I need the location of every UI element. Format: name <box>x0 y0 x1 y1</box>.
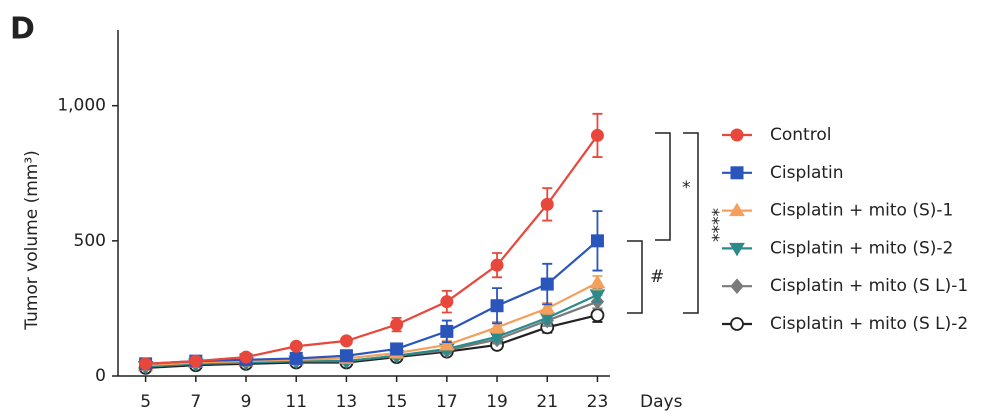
significance: # <box>650 267 664 287</box>
x-tick-label: 13 <box>336 392 358 412</box>
legend-marker <box>730 317 744 331</box>
x-tick-label: 9 <box>241 392 252 412</box>
y-tick-label: 1,000 <box>57 96 106 116</box>
legend-label: Cisplatin + mito (S)-2 <box>770 238 953 258</box>
significance: * <box>682 178 691 198</box>
y-tick-label: 500 <box>74 231 106 251</box>
legend-marker <box>729 242 745 257</box>
legend-marker <box>729 202 745 217</box>
data-point <box>540 277 554 291</box>
data-point <box>590 308 605 323</box>
data-point <box>490 299 504 313</box>
x-tick-label: 23 <box>587 392 609 412</box>
y-axis-label: Tumor volume (mm³) <box>22 150 42 331</box>
x-tick-label: 15 <box>386 392 408 412</box>
data-point <box>440 324 454 338</box>
bracket <box>627 240 643 314</box>
series-line <box>145 293 598 368</box>
series-line <box>145 134 599 365</box>
data-point <box>139 357 153 371</box>
data-point <box>490 258 504 272</box>
x-tick-label: 11 <box>285 392 307 412</box>
data-point <box>590 128 604 142</box>
x-tick-label: 19 <box>486 392 508 412</box>
series-line <box>145 240 599 365</box>
data-point <box>289 351 303 365</box>
panel-label: D <box>10 12 35 47</box>
data-point <box>539 300 556 314</box>
legend-marker <box>730 278 744 294</box>
data-point <box>440 295 454 309</box>
legend-label: Control <box>770 125 831 145</box>
data-point <box>239 350 253 364</box>
data-point <box>339 349 353 363</box>
data-point <box>339 334 353 348</box>
bracket <box>683 132 699 314</box>
legend-marker <box>730 128 744 142</box>
bracket <box>655 132 671 241</box>
data-point <box>540 197 554 211</box>
data-point <box>438 336 455 351</box>
legend-label: Cisplatin + mito (S L)-2 <box>770 314 968 334</box>
data-point <box>390 318 404 332</box>
x-tick-label: 7 <box>190 392 201 412</box>
data-point <box>390 342 404 356</box>
x-axis-label: Days <box>640 392 683 412</box>
x-tick-label: 17 <box>436 392 458 412</box>
series-line <box>145 281 598 367</box>
legend-label: Cisplatin + mito (S L)-1 <box>770 276 968 296</box>
data-point <box>289 339 303 353</box>
legend-label: Cisplatin + mito (S)-1 <box>770 201 953 221</box>
y-tick-label: 0 <box>95 366 106 386</box>
data-point <box>590 234 604 248</box>
legend-marker <box>730 166 744 180</box>
data-point <box>489 319 505 333</box>
data-point <box>589 274 606 289</box>
significance: **** <box>702 208 722 242</box>
series-line <box>145 314 598 369</box>
x-tick-label: 21 <box>536 392 558 412</box>
legend-label: Cisplatin <box>770 163 844 183</box>
x-tick-label: 5 <box>140 392 151 412</box>
data-point <box>189 354 203 368</box>
